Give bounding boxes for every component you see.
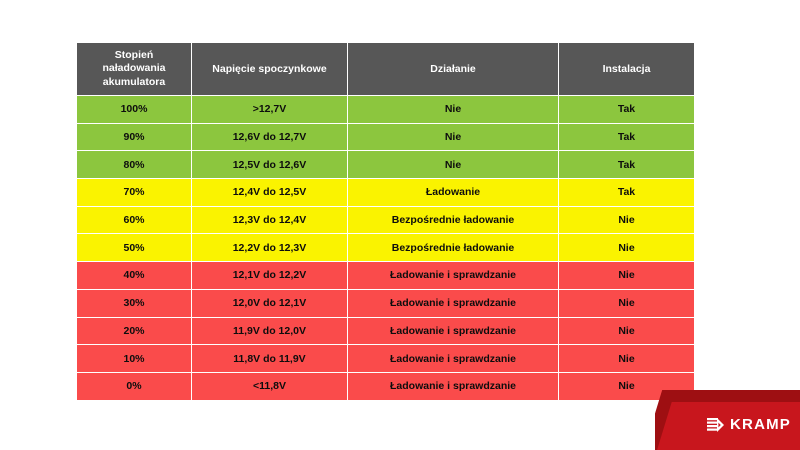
cell-resting-voltage: 12,1V do 12,2V <box>192 262 347 289</box>
cell-action: Nie <box>348 96 558 123</box>
cell-charge-level: 80% <box>77 151 191 179</box>
table-row: 30% 12,0V do 12,1V Ładowanie i sprawdzanie… <box>77 289 694 317</box>
table-row: 80% 12,5V do 12,6V Nie Tak <box>77 151 694 179</box>
cell-charge-level: 0% <box>77 372 191 400</box>
table-row: 0% <11,8V Ładowanie i sprawdzanie Nie <box>77 372 694 400</box>
cell-action: Bezpośrednie ładowanie <box>348 234 558 262</box>
column-header-charge-level-line3: akumulatora <box>102 75 166 88</box>
cell-resting-voltage: 12,5V do 12,6V <box>192 151 347 179</box>
cell-resting-voltage: 11,9V do 12,0V <box>192 317 347 345</box>
table-row: 60% 12,3V do 12,4V Bezpośrednie ładowanie N… <box>77 206 694 234</box>
column-header-charge-level-line1: Stopień <box>114 48 154 61</box>
column-header-resting-voltage: Napięcie spoczynkowe <box>192 43 347 95</box>
cell-charge-level: 50% <box>77 234 191 262</box>
table-body: 100% >12,7V Nie Tak 90% 12,6V do 12,7V Nie Tak 8… <box>77 96 694 400</box>
cell-installation: Nie <box>559 234 694 262</box>
cell-charge-level: 20% <box>77 317 191 345</box>
cell-charge-level: 60% <box>77 206 191 234</box>
logo-content: KRAMP <box>707 416 791 433</box>
cell-action: Nie <box>348 123 558 151</box>
table-row: 70% 12,4V do 12,5V Ładowanie Tak <box>77 179 694 206</box>
cell-action: Bezpośrednie ładowanie <box>348 206 558 234</box>
cell-action: Nie <box>348 151 558 179</box>
cell-resting-voltage: 12,6V do 12,7V <box>192 123 347 151</box>
cell-charge-level: 30% <box>77 289 191 317</box>
cell-action: Ładowanie i sprawdzanie <box>348 262 558 289</box>
cell-charge-level: 40% <box>77 262 191 289</box>
table-row: 20% 11,9V do 12,0V Ładowanie i sprawdzanie… <box>77 317 694 345</box>
table-row: 90% 12,6V do 12,7V Nie Tak <box>77 123 694 151</box>
cell-installation: Tak <box>559 151 694 179</box>
cell-resting-voltage: 12,4V do 12,5V <box>192 179 347 206</box>
kramp-wordmark: KRAMP <box>730 416 791 433</box>
cell-resting-voltage: 12,3V do 12,4V <box>192 206 347 234</box>
cell-installation: Tak <box>559 96 694 123</box>
table-header: Stopień naładowania akumulatora Napięcie… <box>77 43 694 95</box>
cell-resting-voltage: 12,2V do 12,3V <box>192 234 347 262</box>
cell-action: Ładowanie <box>348 179 558 206</box>
cell-installation: Nie <box>559 289 694 317</box>
kramp-logo: KRAMP <box>655 388 800 450</box>
cell-installation: Nie <box>559 206 694 234</box>
cell-resting-voltage: 11,8V do 11,9V <box>192 345 347 372</box>
kramp-chevron-icon <box>707 417 724 432</box>
column-header-action: Działanie <box>348 43 558 95</box>
cell-action: Ładowanie i sprawdzanie <box>348 372 558 400</box>
cell-charge-level: 90% <box>77 123 191 151</box>
cell-resting-voltage: <11,8V <box>192 372 347 400</box>
cell-resting-voltage: 12,0V do 12,1V <box>192 289 347 317</box>
table-row: 100% >12,7V Nie Tak <box>77 96 694 123</box>
cell-charge-level: 100% <box>77 96 191 123</box>
cell-resting-voltage: >12,7V <box>192 96 347 123</box>
table-row: 50% 12,2V do 12,3V Bezpośrednie ładowanie N… <box>77 234 694 262</box>
column-header-installation: Instalacja <box>559 43 694 95</box>
cell-installation: Nie <box>559 372 694 400</box>
cell-action: Ładowanie i sprawdzanie <box>348 345 558 372</box>
table-row: 10% 11,8V do 11,9V Ładowanie i sprawdzanie… <box>77 345 694 372</box>
cell-installation: Tak <box>559 179 694 206</box>
battery-charge-table: Stopień naładowania akumulatora Napięcie… <box>76 42 695 401</box>
cell-installation: Tak <box>559 123 694 151</box>
cell-action: Ładowanie i sprawdzanie <box>348 317 558 345</box>
cell-action: Ładowanie i sprawdzanie <box>348 289 558 317</box>
cell-installation: Nie <box>559 317 694 345</box>
column-header-charge-level-line2: naładowania <box>102 62 166 75</box>
cell-charge-level: 10% <box>77 345 191 372</box>
column-header-charge-level: Stopień naładowania akumulatora <box>77 43 191 95</box>
battery-charge-table-container: Stopień naładowania akumulatora Napięcie… <box>76 42 695 401</box>
cell-installation: Nie <box>559 262 694 289</box>
table-header-row: Stopień naładowania akumulatora Napięcie… <box>77 43 694 95</box>
cell-installation: Nie <box>559 345 694 372</box>
cell-charge-level: 70% <box>77 179 191 206</box>
table-row: 40% 12,1V do 12,2V Ładowanie i sprawdzanie… <box>77 262 694 289</box>
